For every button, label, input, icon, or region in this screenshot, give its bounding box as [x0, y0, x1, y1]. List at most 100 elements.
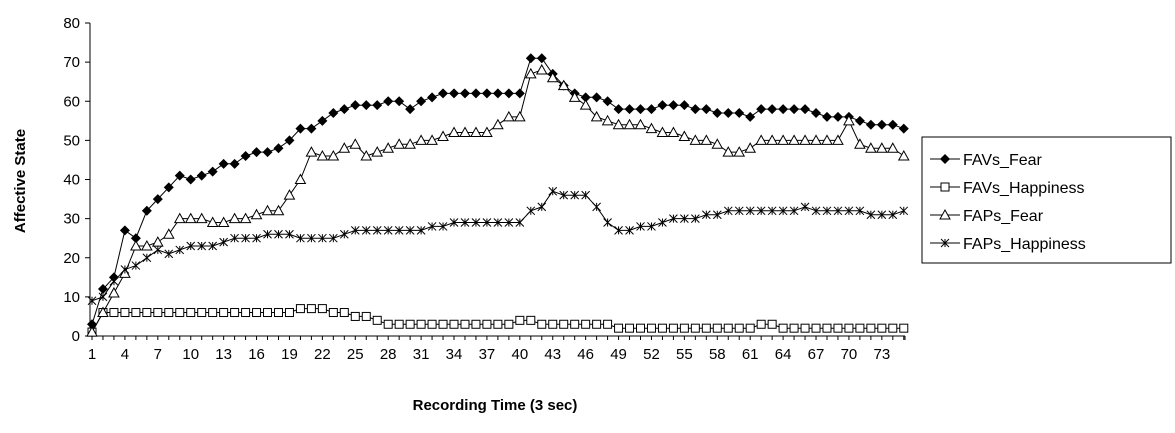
data-point [284, 308, 294, 318]
data-point [515, 218, 525, 227]
legend-entry: FAVs_Happiness [930, 180, 1085, 197]
x-tick-label: 73 [873, 346, 890, 363]
data-point [625, 226, 634, 235]
data-point [372, 226, 382, 235]
x-tick-label: 22 [314, 346, 331, 363]
data-point [449, 319, 459, 329]
data-point [361, 100, 372, 111]
data-point [460, 218, 470, 227]
data-point [548, 186, 558, 196]
data-point [811, 107, 822, 118]
data-point [712, 107, 723, 118]
x-tick-label: 55 [676, 346, 693, 363]
data-point [482, 319, 492, 329]
data-point [690, 104, 701, 115]
data-point [755, 134, 768, 145]
data-point [295, 304, 305, 314]
x-tick-label: 16 [248, 346, 265, 363]
data-point [888, 210, 898, 220]
data-point [701, 323, 711, 333]
data-point [338, 142, 351, 153]
data-point [788, 134, 800, 145]
data-point [821, 111, 832, 122]
x-tick-label: 58 [709, 346, 726, 363]
data-point [756, 206, 766, 216]
legend-swatch-marker [940, 154, 950, 164]
data-point [328, 107, 339, 118]
data-point [459, 88, 470, 99]
x-tick-label: 49 [610, 346, 627, 363]
data-point [394, 226, 404, 235]
x-ticks: 1 4 7 10 13 16 19 22 25 28 31 34 37 40 43 46 49 52 55 58 61 6… [88, 336, 906, 363]
data-point [625, 323, 635, 333]
data-point [634, 118, 647, 130]
data-point [778, 104, 789, 115]
data-point [723, 206, 733, 216]
data-point [317, 304, 327, 314]
data-point [350, 226, 360, 235]
data-point [789, 206, 799, 216]
data-point [328, 233, 338, 243]
data-point [657, 323, 667, 333]
data-point [186, 241, 196, 251]
y-axis-title: Affective State [12, 129, 29, 233]
data-point [844, 206, 854, 216]
data-point [404, 138, 416, 149]
data-point [592, 202, 601, 212]
data-point [141, 239, 153, 251]
data-point [777, 134, 789, 145]
data-point [877, 323, 887, 333]
data-point [800, 104, 811, 115]
data-point [383, 319, 393, 329]
y-ticks: 0 10 20 30 40 50 60 70 80 [63, 15, 90, 345]
data-point [109, 276, 119, 286]
data-point [263, 229, 272, 239]
data-point [141, 205, 152, 216]
data-point [656, 126, 669, 138]
data-point [570, 190, 580, 200]
data-point [460, 319, 470, 329]
data-point [568, 91, 581, 102]
data-point [811, 206, 821, 216]
data-point [285, 229, 294, 239]
data-point [350, 311, 360, 321]
data-point [206, 216, 219, 228]
legend-box [921, 136, 1172, 264]
data-point [800, 323, 810, 333]
data-point [886, 142, 899, 153]
data-point [305, 146, 318, 157]
legend-label: FAPs_Happiness [963, 236, 1086, 253]
data-point [394, 319, 404, 329]
data-point [843, 114, 855, 126]
data-point [131, 308, 141, 318]
data-point [86, 326, 98, 337]
data-point [142, 253, 152, 263]
data-point [196, 170, 207, 181]
data-point [371, 146, 384, 157]
legend-swatch-marker [939, 208, 951, 220]
series-favs-fear [87, 53, 909, 330]
data-point [153, 245, 163, 255]
data-point [119, 225, 130, 236]
data-point [350, 100, 361, 111]
data-point [799, 134, 811, 145]
data-point [646, 104, 657, 115]
data-point [152, 194, 163, 205]
data-point [603, 218, 612, 227]
data-point [207, 166, 218, 177]
y-tick-label: 10 [63, 289, 80, 306]
data-point [855, 323, 865, 333]
data-point [701, 104, 712, 115]
x-tick-label: 1 [88, 346, 96, 363]
data-point [339, 308, 349, 318]
x-tick-label: 37 [479, 346, 496, 363]
data-point [636, 222, 645, 231]
data-point [251, 147, 262, 158]
data-point [349, 138, 362, 149]
data-point [481, 126, 493, 138]
data-point [261, 204, 274, 216]
data-point [854, 138, 866, 149]
data-point [416, 96, 427, 107]
data-point [601, 114, 614, 126]
data-point [438, 222, 448, 231]
